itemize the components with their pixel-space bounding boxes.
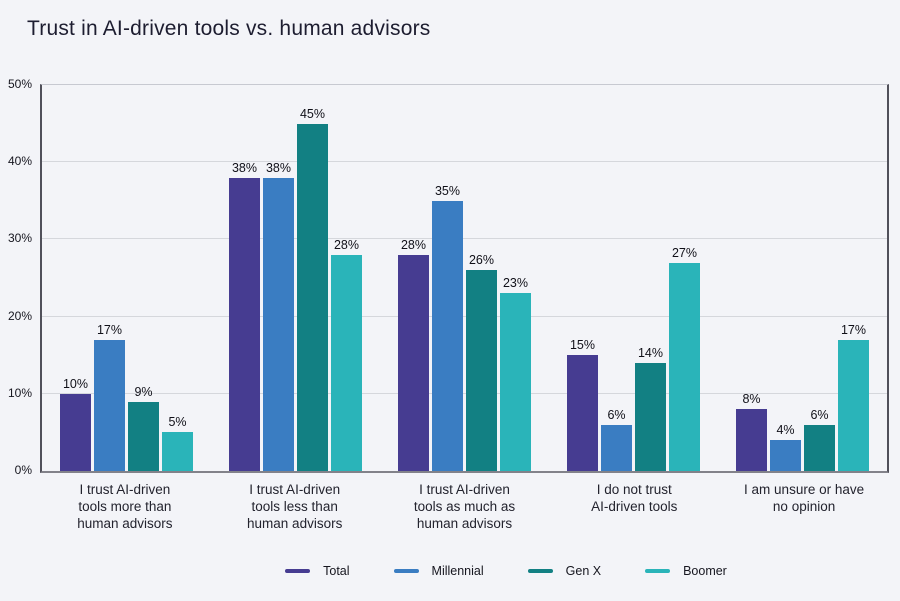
- y-tick-label-0: 0%: [14, 463, 32, 477]
- legend-marker-boomer: [645, 569, 671, 573]
- legend-label-boomer: Boomer: [683, 564, 727, 578]
- bar-value-label: 5%: [168, 415, 187, 430]
- bar-gen-x-2: 45%: [297, 107, 328, 471]
- y-tick-label-50: 50%: [7, 77, 32, 91]
- bar-value-label: 14%: [637, 345, 664, 360]
- legend: Total Millennial Gen X Boomer: [0, 564, 900, 578]
- bar-group-2: 38% 38% 45% 28%: [211, 85, 380, 471]
- bar-total-4: 15%: [567, 338, 598, 471]
- bar-value-label: 4%: [776, 423, 795, 438]
- bar-value-label: 8%: [742, 392, 761, 407]
- bar-gen-x-3: 26%: [466, 253, 497, 471]
- bar-value-label: 6%: [810, 407, 829, 422]
- bar-total-1: 10%: [60, 377, 91, 471]
- bar-gen-x-5: 6%: [804, 408, 835, 471]
- x-axis-labels: I trust AI-driven tools more than human ad…: [40, 481, 889, 532]
- bar-value-label: 6%: [607, 407, 626, 422]
- bar-gen-x-4: 14%: [635, 346, 666, 471]
- x-axis-label-1: I trust AI-driven tools more than human ad…: [77, 482, 173, 531]
- x-axis-label-2: I trust AI-driven tools less than human ad…: [247, 482, 343, 531]
- bar-millennial-2: 38%: [263, 161, 294, 471]
- legend-item-total: Total: [285, 564, 350, 578]
- bar-boomer-1: 5%: [162, 415, 193, 471]
- bar-value-label: 10%: [62, 376, 89, 391]
- legend-row: Total Millennial Gen X Boomer: [263, 564, 749, 578]
- legend-label-gen-x: Gen X: [565, 564, 602, 578]
- bar-value-label: 38%: [265, 160, 292, 175]
- plot-area: 10% 17% 9% 5% 38% 38% 45% 28% 28% 35% 26% 23% 15% 6% 1…: [40, 84, 889, 473]
- gridline-20: [42, 315, 887, 317]
- x-axis-label-4: I do not trust AI-driven tools: [591, 482, 678, 514]
- bar-value-label: 23%: [502, 276, 529, 291]
- x-axis-label-3: I trust AI-driven tools as much as human a…: [413, 482, 516, 531]
- bar-total-2: 38%: [229, 161, 260, 471]
- legend-label-total: Total: [323, 564, 350, 578]
- y-axis: 0% 10% 20% 30% 40% 50%: [0, 77, 34, 477]
- y-tick-label-40: 40%: [7, 154, 32, 169]
- gridline-30: [42, 238, 887, 240]
- bar-boomer-2: 28%: [331, 238, 362, 471]
- bar-millennial-5: 4%: [770, 423, 801, 471]
- bar-value-label: 38%: [231, 160, 258, 175]
- legend-item-millennial: Millennial: [393, 564, 484, 578]
- bar-total-3: 28%: [398, 238, 429, 471]
- bar-groups: 10% 17% 9% 5% 38% 38% 45% 28% 28% 35% 26% 23% 15% 6% 1…: [42, 85, 887, 471]
- y-tick-label-20: 20%: [7, 308, 32, 323]
- bar-millennial-4: 6%: [601, 408, 632, 471]
- bar-group-4: 15% 6% 14% 27%: [549, 85, 718, 471]
- y-tick-label-10: 10%: [7, 385, 32, 400]
- legend-marker-millennial: [393, 569, 419, 573]
- bar-gen-x-1: 9%: [128, 385, 159, 471]
- legend-marker-total: [285, 569, 311, 573]
- bar-value-label: 28%: [333, 237, 360, 252]
- chart-title: Trust in AI-driven tools vs. human advis…: [27, 17, 431, 40]
- bar-value-label: 35%: [434, 183, 461, 198]
- bar-group-5: 8% 4% 6% 17%: [718, 85, 887, 471]
- bar-boomer-3: 23%: [500, 276, 531, 471]
- bar-value-label: 15%: [569, 338, 596, 353]
- bar-value-label: 27%: [671, 245, 698, 260]
- legend-item-boomer: Boomer: [645, 564, 727, 578]
- bar-millennial-1: 17%: [94, 323, 125, 471]
- bar-value-label: 26%: [468, 253, 495, 268]
- bar-boomer-5: 17%: [838, 323, 869, 471]
- legend-label-millennial: Millennial: [431, 564, 484, 578]
- legend-marker-gen-x: [527, 569, 553, 573]
- gridline-40: [42, 161, 887, 163]
- gridline-10: [42, 392, 887, 394]
- bar-value-label: 17%: [96, 322, 123, 337]
- bar-group-3: 28% 35% 26% 23%: [380, 85, 549, 471]
- bar-millennial-3: 35%: [432, 184, 463, 471]
- bar-group-1: 10% 17% 9% 5%: [42, 85, 211, 471]
- bar-value-label: 45%: [299, 106, 326, 121]
- legend-item-gen-x: Gen X: [527, 564, 602, 578]
- x-axis-label-5: I am unsure or have no opinion: [744, 482, 865, 514]
- y-tick-label-30: 30%: [7, 231, 32, 246]
- bar-value-label: 9%: [134, 384, 153, 399]
- bar-value-label: 17%: [840, 322, 867, 337]
- bar-boomer-4: 27%: [669, 246, 700, 471]
- bar-value-label: 28%: [400, 237, 427, 252]
- bar-total-5: 8%: [736, 392, 767, 471]
